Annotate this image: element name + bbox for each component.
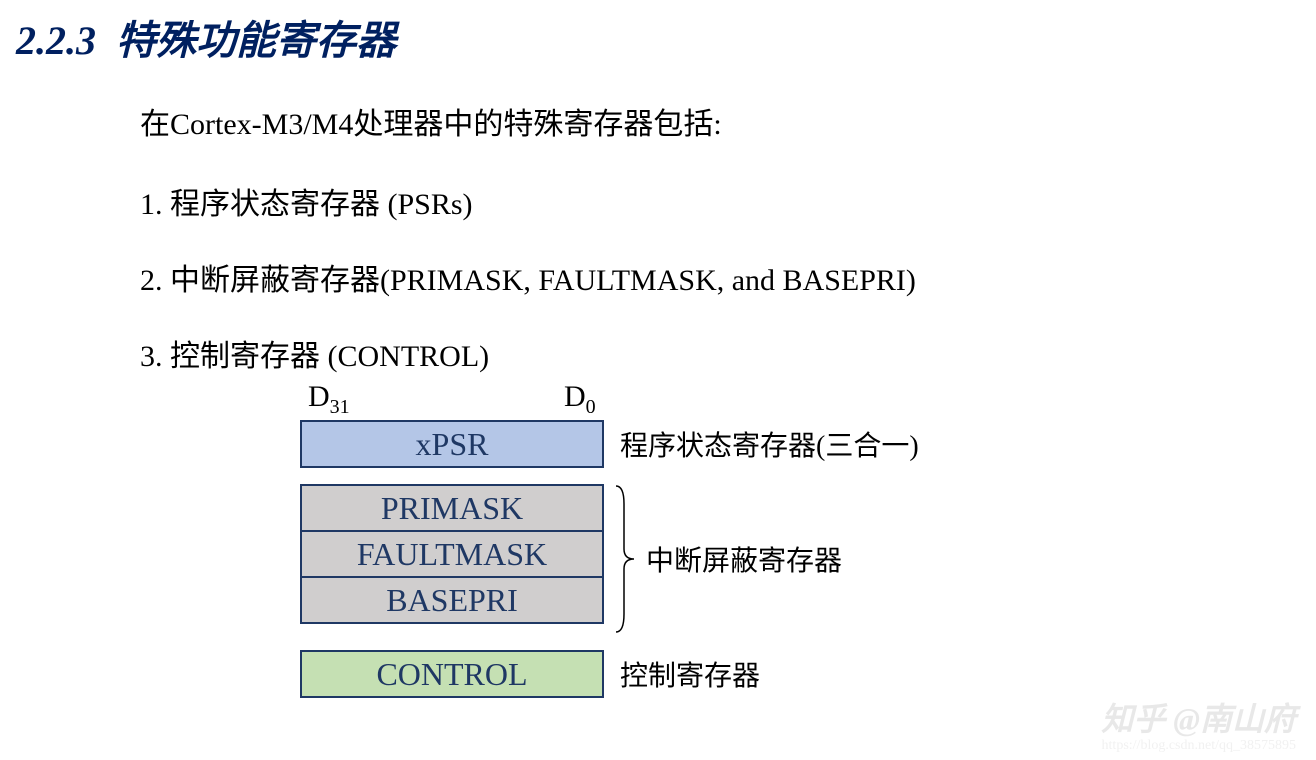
list-item-2: 2. 中断屏蔽寄存器(PRIMASK, FAULTMASK, and BASEP… xyxy=(140,255,1316,299)
watermark-sub: https://blog.csdn.net/qq_38575895 xyxy=(1102,738,1296,754)
register-control: CONTROL xyxy=(300,650,604,698)
brace-icon xyxy=(614,484,638,634)
register-xpsr: xPSR xyxy=(300,420,604,468)
brace-container: 中断屏蔽寄存器 xyxy=(614,484,842,634)
watermark-main: 知乎 @南山府 xyxy=(1101,694,1296,740)
list-item-3: 3. 控制寄存器 (CONTROL) xyxy=(140,331,1316,375)
heading-number: 2.2.3 xyxy=(16,18,96,63)
register-control-desc: 控制寄存器 xyxy=(620,654,760,694)
register-stack-interrupt: PRIMASK FAULTMASK BASEPRI xyxy=(300,484,604,622)
register-basepri: BASEPRI xyxy=(300,576,604,624)
intro-text: 在Cortex-M3/M4处理器中的特殊寄存器包括: xyxy=(140,102,1316,147)
bit-low-label: D0 xyxy=(564,380,596,419)
register-row-control: CONTROL 控制寄存器 xyxy=(300,650,919,698)
register-primask: PRIMASK xyxy=(300,484,604,532)
list-item-1: 1. 程序状态寄存器 (PSRs) xyxy=(140,179,1316,223)
register-diagram: D31 D0 xPSR 程序状态寄存器(三合一) PRIMASK FAULTMA… xyxy=(300,380,919,698)
register-row-xpsr: xPSR 程序状态寄存器(三合一) xyxy=(300,420,919,468)
section-heading: 2.2.3 特殊功能寄存器 xyxy=(0,8,1316,66)
register-faultmask: FAULTMASK xyxy=(300,530,604,578)
bit-labels: D31 D0 xyxy=(300,380,919,420)
register-xpsr-desc: 程序状态寄存器(三合一) xyxy=(620,424,919,464)
heading-title: 特殊功能寄存器 xyxy=(116,18,396,63)
content-area: 在Cortex-M3/M4处理器中的特殊寄存器包括: 1. 程序状态寄存器 (P… xyxy=(0,66,1316,375)
bit-high-label: D31 xyxy=(308,380,350,419)
register-group-interrupt: PRIMASK FAULTMASK BASEPRI 中断屏蔽寄存器 xyxy=(300,484,919,634)
register-interrupt-desc: 中断屏蔽寄存器 xyxy=(646,539,842,579)
